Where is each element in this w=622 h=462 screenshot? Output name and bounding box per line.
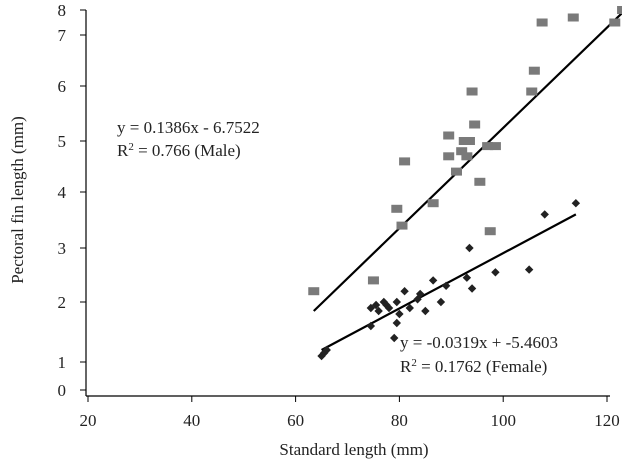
male-data-point bbox=[528, 66, 540, 75]
male-data-point bbox=[484, 227, 496, 236]
x-tick-label: 120 bbox=[594, 411, 620, 430]
female-data-point bbox=[322, 345, 331, 355]
female-r-squared: R2 = 0.1762 (Female) bbox=[400, 357, 547, 376]
male-data-point bbox=[450, 167, 462, 176]
male-data-point bbox=[443, 152, 455, 161]
male-series bbox=[308, 6, 622, 312]
y-tick-label: 6 bbox=[58, 77, 67, 96]
female-data-point bbox=[465, 243, 474, 253]
female-trendline bbox=[321, 213, 577, 351]
male-r-squared: R2 = 0.766 (Male) bbox=[117, 141, 241, 160]
female-data-point bbox=[415, 289, 425, 299]
male-data-point bbox=[427, 199, 439, 208]
y-tick-label: 0 bbox=[58, 381, 67, 400]
male-data-point bbox=[567, 13, 579, 22]
male-equation: y = 0.1386x - 6.7522 bbox=[117, 118, 260, 137]
y-tick-label: 4 bbox=[58, 183, 67, 202]
male-data-point bbox=[399, 157, 411, 166]
male-data-point bbox=[609, 18, 621, 27]
female-data-point bbox=[374, 306, 383, 316]
male-data-point bbox=[474, 177, 486, 186]
male-data-point bbox=[469, 120, 481, 129]
y-tick-label: 5 bbox=[58, 132, 67, 151]
male-data-point bbox=[308, 287, 320, 296]
male-data-point bbox=[489, 142, 501, 151]
male-data-point bbox=[396, 221, 408, 230]
y-tick-label: 7 bbox=[58, 26, 67, 45]
female-data-point bbox=[441, 281, 451, 290]
female-equation: y = -0.0319x + -5.4603 bbox=[400, 333, 558, 352]
y-tick-label: 2 bbox=[58, 293, 67, 312]
male-data-point bbox=[391, 204, 403, 213]
chart-marks bbox=[308, 6, 622, 361]
male-data-point bbox=[367, 276, 379, 285]
male-data-point bbox=[461, 152, 473, 161]
y-axis: 0123456789 bbox=[58, 1, 87, 400]
x-tick-label: 60 bbox=[287, 411, 304, 430]
female-series bbox=[317, 199, 581, 361]
female-data-point bbox=[400, 287, 409, 296]
y-tick-label: 1 bbox=[58, 353, 67, 372]
female-data-point bbox=[405, 303, 414, 313]
y-tick-label: 8 bbox=[58, 1, 67, 20]
male-trendline bbox=[313, 11, 622, 312]
y-tick-label: 3 bbox=[58, 239, 67, 258]
female-data-point bbox=[392, 318, 402, 328]
y-axis-title: Pectoral fin length (mm) bbox=[8, 116, 27, 284]
female-data-point bbox=[462, 273, 472, 282]
female-data-point bbox=[366, 321, 376, 331]
female-data-point bbox=[392, 297, 402, 307]
female-data-point bbox=[467, 284, 477, 293]
x-tick-label: 100 bbox=[490, 411, 516, 430]
female-data-point bbox=[436, 297, 446, 307]
male-data-point bbox=[617, 6, 622, 14]
x-tick-label: 40 bbox=[183, 411, 200, 430]
female-data-point bbox=[384, 303, 394, 313]
male-data-point bbox=[463, 137, 475, 145]
female-data-point bbox=[395, 309, 404, 319]
female-data-point bbox=[540, 210, 549, 219]
x-tick-label: 80 bbox=[391, 411, 408, 430]
male-equation-annotation: y = 0.1386x - 6.7522 R2 = 0.766 (Male) bbox=[117, 118, 260, 160]
x-tick-label: 20 bbox=[80, 411, 97, 430]
female-data-point bbox=[371, 300, 381, 310]
female-data-point bbox=[421, 306, 430, 316]
female-data-point bbox=[491, 268, 500, 277]
x-axis-title: Standard length (mm) bbox=[279, 440, 428, 459]
female-equation-annotation: y = -0.0319x + -5.4603 R2 = 0.1762 (Fema… bbox=[400, 333, 558, 376]
male-data-point bbox=[482, 142, 494, 151]
male-data-point bbox=[466, 87, 478, 96]
x-axis: 20 40 60 80 100 120 bbox=[80, 395, 620, 430]
male-data-point bbox=[526, 87, 538, 96]
female-data-point bbox=[524, 265, 534, 274]
male-data-point bbox=[536, 18, 548, 27]
female-data-point bbox=[428, 276, 438, 285]
female-data-point bbox=[571, 199, 581, 208]
male-data-point bbox=[456, 147, 468, 156]
female-data-point bbox=[390, 333, 399, 343]
male-data-point bbox=[443, 131, 455, 140]
